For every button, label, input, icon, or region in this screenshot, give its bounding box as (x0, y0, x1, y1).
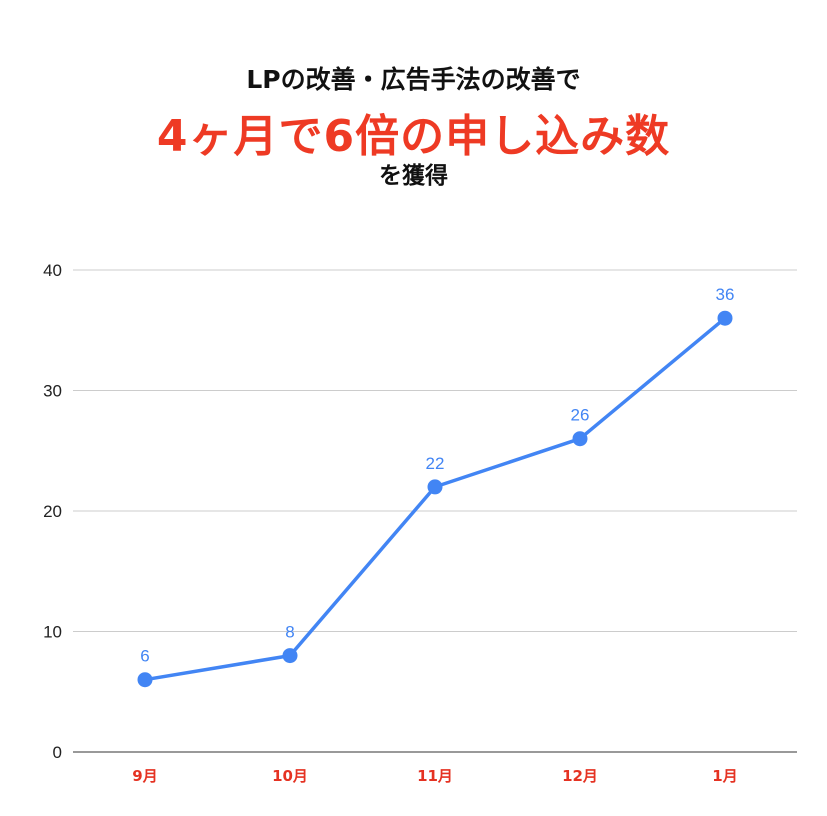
x-tick-label: 11月 (417, 767, 453, 785)
title-line-1: LPの改善・広告手法の改善で (246, 65, 581, 94)
x-tick-label: 12月 (562, 767, 598, 785)
y-tick-label: 0 (53, 743, 62, 762)
y-tick-label: 20 (43, 502, 62, 521)
series-line (143, 316, 727, 682)
x-tick-label: 10月 (272, 767, 308, 785)
y-tick-label: 10 (43, 623, 62, 642)
data-point (572, 431, 588, 447)
data-label: 8 (285, 623, 294, 642)
title-headline: 4ヶ月で6倍の申し込み数 (156, 111, 671, 162)
y-tick-label: 40 (43, 261, 62, 280)
x-tick-label: 1月 (712, 767, 737, 785)
data-label: 22 (426, 454, 445, 473)
data-label: 26 (571, 406, 590, 425)
data-point (717, 310, 733, 326)
data-label: 6 (140, 647, 149, 666)
data-point (282, 648, 298, 664)
title-line-3: を獲得 (379, 163, 448, 189)
data-label: 36 (716, 285, 735, 304)
data-point (427, 479, 443, 495)
data-point (137, 672, 153, 688)
x-tick-label: 9月 (132, 767, 157, 785)
y-tick-label: 30 (43, 382, 62, 401)
